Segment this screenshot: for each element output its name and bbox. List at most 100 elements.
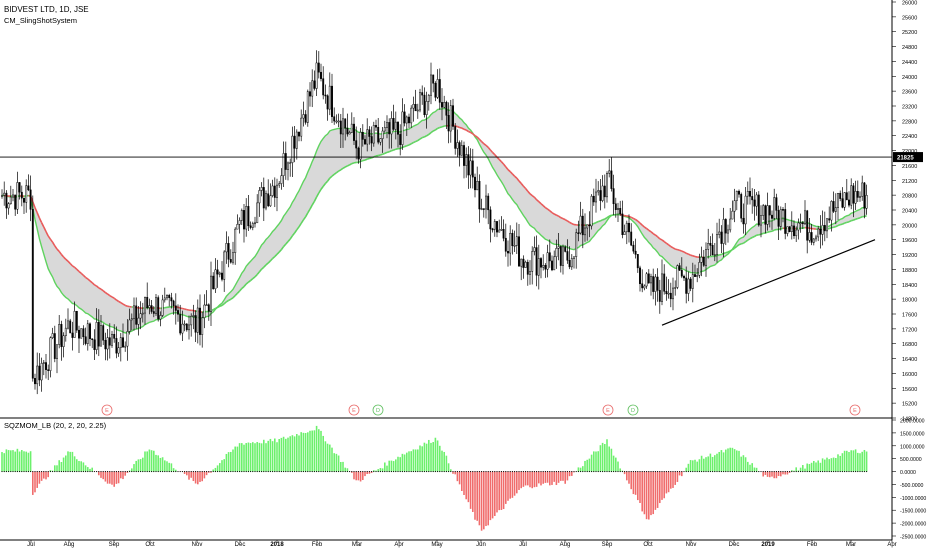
squeeze-dot xyxy=(798,471,799,472)
candle-body xyxy=(164,298,165,300)
squeeze-dot xyxy=(136,471,137,472)
squeeze-dot xyxy=(63,471,64,472)
squeeze-dot xyxy=(774,471,775,472)
candle-body xyxy=(769,206,770,215)
time-tick-label: Jun xyxy=(476,542,486,548)
price-tick-label: 15600 xyxy=(902,387,917,393)
squeeze-dot xyxy=(613,471,614,472)
ema-slow-segment xyxy=(680,250,682,251)
candle-body xyxy=(820,229,821,234)
price-tick-label: 25600 xyxy=(902,15,917,21)
candle-body xyxy=(811,232,812,242)
squeeze-dot xyxy=(569,471,570,472)
candle-body xyxy=(96,322,97,349)
event-marker-label: E xyxy=(606,408,610,414)
candle-body xyxy=(32,209,33,378)
candle-body xyxy=(402,112,403,145)
squeeze-dot xyxy=(435,471,436,472)
squeeze-dot xyxy=(796,471,797,472)
ema-slow-segment xyxy=(682,251,684,252)
squeeze-dot xyxy=(186,471,187,472)
ema-slow-segment xyxy=(460,127,462,128)
squeeze-dot xyxy=(609,471,610,472)
ema-slow-segment xyxy=(836,226,838,227)
squeeze-dot xyxy=(617,471,618,472)
squeeze-dot xyxy=(296,471,297,472)
squeeze-dot xyxy=(351,471,352,472)
squeeze-dot xyxy=(633,471,634,472)
squeeze-dot xyxy=(567,471,568,472)
squeeze-dot xyxy=(624,471,625,472)
price-tick-label: 20000 xyxy=(902,223,917,229)
candle-body xyxy=(259,190,260,202)
ema-slow-segment xyxy=(860,217,862,218)
mom-tick-label: 2000.0000 xyxy=(900,419,925,425)
squeeze-dot xyxy=(534,471,535,472)
candle-body xyxy=(433,75,434,83)
squeeze-dot xyxy=(386,471,387,472)
ema-slow-segment xyxy=(383,153,385,154)
squeeze-dot xyxy=(556,471,557,472)
squeeze-dot xyxy=(327,471,328,472)
squeeze-dot xyxy=(494,471,495,472)
ema-slow-segment xyxy=(347,165,349,166)
squeeze-dot xyxy=(111,471,112,472)
squeeze-dot xyxy=(369,471,370,472)
ema-slow-segment xyxy=(772,230,774,231)
candle-body xyxy=(81,329,82,339)
ema-slow-segment xyxy=(691,255,693,256)
candle-body xyxy=(331,86,332,117)
squeeze-dot xyxy=(120,471,121,472)
squeeze-dot xyxy=(516,471,517,472)
price-tick-label: 24400 xyxy=(902,60,917,66)
candle-body xyxy=(435,83,436,97)
event-marker-label: E xyxy=(352,408,356,414)
candle-body xyxy=(243,210,244,229)
squeeze-dot xyxy=(96,471,97,472)
time-tick-label: Mar xyxy=(846,542,856,548)
squeeze-dot xyxy=(59,471,60,472)
candle-body xyxy=(677,266,678,288)
price-tick-label: 16400 xyxy=(902,357,917,363)
candle-body xyxy=(380,139,381,143)
ema-slow-segment xyxy=(407,145,409,146)
squeeze-dot xyxy=(397,471,398,472)
candle-body xyxy=(72,333,73,338)
squeeze-dot xyxy=(127,471,128,472)
squeeze-dot xyxy=(606,471,607,472)
ema-slow-segment xyxy=(726,252,728,253)
candle-body xyxy=(679,266,680,271)
candle-body xyxy=(613,189,614,204)
candle-body xyxy=(193,316,194,317)
candle-body xyxy=(470,161,471,175)
squeeze-dot xyxy=(776,471,777,472)
candle-body xyxy=(848,200,849,205)
squeeze-dot xyxy=(239,471,240,472)
candle-body xyxy=(782,209,783,210)
candle-body xyxy=(549,253,550,261)
squeeze-dot xyxy=(679,471,680,472)
candle-body xyxy=(747,191,748,196)
ema-slow-segment xyxy=(473,134,475,136)
squeeze-dot xyxy=(782,471,783,472)
candle-body xyxy=(452,106,453,127)
squeeze-dot xyxy=(771,471,772,472)
squeeze-dot xyxy=(653,471,654,472)
candle-body xyxy=(855,191,856,203)
candle-body xyxy=(210,276,211,311)
squeeze-dot xyxy=(767,471,768,472)
squeeze-dot xyxy=(488,471,489,472)
squeeze-dot xyxy=(230,471,231,472)
squeeze-dot xyxy=(268,471,269,472)
squeeze-dot xyxy=(666,471,667,472)
squeeze-dot xyxy=(437,471,438,472)
candle-body xyxy=(147,297,148,307)
time-tick-label: Sep xyxy=(602,542,613,548)
candle-body xyxy=(356,141,357,148)
squeeze-dot xyxy=(510,471,511,472)
squeeze-dot xyxy=(587,471,588,472)
ema-fast-line xyxy=(2,108,867,332)
candle-body xyxy=(257,203,258,223)
time-tick-label: Dec xyxy=(235,542,246,548)
